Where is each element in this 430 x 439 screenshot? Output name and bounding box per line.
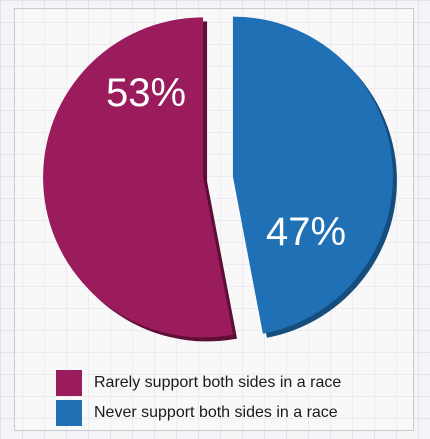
legend-label-rarely: Rarely support both sides in a race — [94, 374, 342, 391]
pie-slice-never — [232, 16, 393, 334]
pie-label-never: 47% — [266, 210, 346, 254]
legend-item-never: Never support both sides in a race — [56, 398, 341, 428]
legend-item-rarely: Rarely support both sides in a race — [56, 368, 341, 398]
legend: Rarely support both sides in a race Neve… — [56, 368, 341, 428]
legend-swatch-rarely — [56, 370, 82, 396]
legend-label-never: Never support both sides in a race — [94, 404, 338, 421]
pie-slice-rarely — [43, 17, 234, 338]
legend-swatch-never — [56, 400, 82, 426]
pie-label-rarely: 53% — [106, 71, 186, 115]
